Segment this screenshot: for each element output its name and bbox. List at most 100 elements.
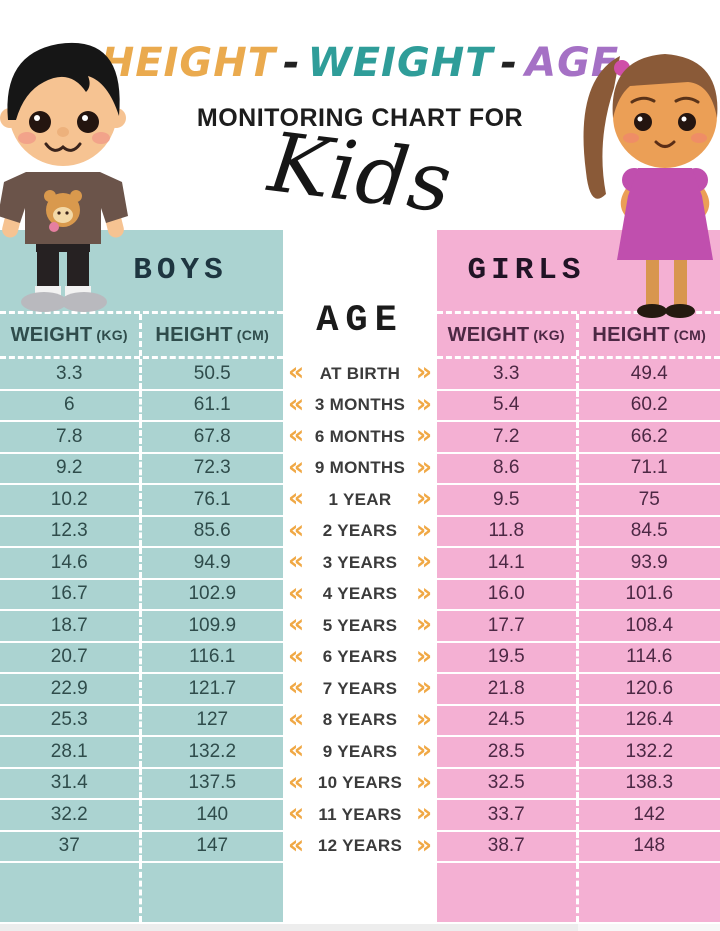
table-row: 3.3 49.4 — [437, 359, 720, 391]
right-chevrons-icon: » — [415, 577, 432, 607]
weight-cell: 3.3 — [0, 359, 142, 389]
age-row: « 8 YEARS » — [283, 705, 437, 737]
left-chevrons-icon: « — [288, 388, 305, 418]
weight-cell: 20.7 — [0, 642, 142, 672]
right-chevrons-icon: » — [415, 829, 432, 859]
age-label: 3 MONTHS — [314, 395, 406, 415]
empty-cell — [579, 863, 720, 922]
height-cell: 116.1 — [189, 646, 236, 668]
table-row: 28.1 132.2 — [0, 737, 283, 769]
age-label: 3 YEARS — [322, 552, 398, 572]
boy-eye-highlight — [82, 115, 88, 121]
right-chevrons-icon: » — [415, 546, 432, 576]
age-rows: « AT BIRTH » « 3 MONTHS » « 6 MONTHS » « 9 MONTHS »… — [283, 358, 437, 862]
title-word-weight: WEIGHT — [307, 40, 494, 86]
right-chevrons-icon: » — [415, 609, 432, 639]
left-chevrons-icon: « — [288, 703, 305, 733]
table-row: 8.6 71.1 — [437, 453, 720, 485]
table-row: 18.7 109.9 — [0, 611, 283, 643]
girls-weight-header-label: WEIGHT — [447, 323, 530, 346]
age-label: 9 YEARS — [322, 741, 398, 761]
girl-ponytail — [583, 56, 620, 199]
girls-height-header: HEIGHT (CM) — [579, 314, 720, 356]
right-chevrons-icon: » — [415, 735, 432, 765]
table-row: 21.8 120.6 — [437, 674, 720, 706]
height-cell: 93.9 — [630, 551, 668, 573]
age-label: 12 YEARS — [317, 836, 403, 856]
weight-cell: 14.1 — [437, 548, 579, 578]
height-cell: 102.9 — [188, 583, 237, 605]
boy-eye — [29, 111, 51, 133]
weight-cell: 31.4 — [0, 768, 142, 798]
table-row: 10.2 76.1 — [0, 485, 283, 517]
weight-cell: 22.9 — [0, 674, 142, 704]
table-row: 14.1 93.9 — [437, 548, 720, 580]
age-row: « 7 YEARS » — [283, 673, 437, 705]
height-cell: 61.1 — [193, 394, 231, 416]
boy-illustration — [0, 42, 128, 312]
table-row: 24.5 126.4 — [437, 705, 720, 737]
boy-hair — [7, 42, 120, 121]
boy-eye — [77, 111, 99, 133]
height-cell: 75 — [638, 488, 660, 510]
girls-weight-header: WEIGHT (KG) — [437, 314, 579, 356]
weight-cell: 16.0 — [437, 579, 579, 609]
weight-cell: 7.8 — [0, 422, 142, 452]
height-cell: 72.3 — [193, 457, 231, 479]
girl-face — [613, 64, 717, 168]
boy-smile — [44, 142, 82, 152]
left-chevrons-icon: « — [288, 546, 305, 576]
age-row: « 9 MONTHS » — [283, 453, 437, 485]
boys-weight-unit: (KG) — [96, 327, 128, 343]
age-row: « 12 YEARS » — [283, 831, 437, 863]
right-chevrons-icon: » — [415, 388, 432, 418]
girls-table-rows: 3.3 49.4 5.4 60.2 7.2 66.2 8.6 71.1 9.5 75 11.8 84.… — [437, 359, 720, 922]
girl-shoe — [665, 304, 695, 318]
bear-heart — [49, 222, 59, 232]
height-cell: 132.2 — [188, 740, 237, 762]
table-row: 31.4 137.5 — [0, 768, 283, 800]
weight-cell: 14.6 — [0, 548, 142, 578]
boys-weight-header-label: WEIGHT — [10, 323, 93, 346]
age-label: 4 YEARS — [322, 584, 398, 604]
age-row: « 5 YEARS » — [283, 610, 437, 642]
girl-smile — [654, 140, 676, 148]
right-chevrons-icon: » — [415, 451, 432, 481]
footer-strip — [0, 924, 578, 931]
table-row: 14.6 94.9 — [0, 548, 283, 580]
height-cell: 142 — [633, 803, 666, 825]
weight-cell: 32.2 — [0, 800, 142, 830]
boy-blush — [92, 132, 110, 144]
girl-bangs — [612, 54, 718, 118]
boys-weight-header: WEIGHT (KG) — [0, 314, 142, 356]
age-row: « AT BIRTH » — [283, 358, 437, 390]
girl-eye — [634, 113, 652, 131]
boys-height-unit: (CM) — [236, 327, 270, 343]
height-cell: 120.6 — [625, 677, 674, 699]
weight-cell: 9.2 — [0, 453, 142, 483]
weight-cell: 32.5 — [437, 768, 579, 798]
boys-height-header: HEIGHT (CM) — [142, 314, 284, 356]
height-cell: 114.6 — [626, 646, 673, 668]
age-label: 8 YEARS — [322, 710, 398, 730]
height-cell: 76.1 — [193, 488, 231, 510]
girl-dress — [617, 168, 713, 260]
weight-cell: 33.7 — [437, 800, 579, 830]
height-cell: 126.4 — [625, 709, 674, 731]
bear-face — [53, 207, 73, 223]
boy-blush — [18, 132, 36, 144]
height-cell: 71.1 — [630, 457, 668, 479]
height-cell: 67.8 — [193, 425, 231, 447]
table-row: 11.8 84.5 — [437, 516, 720, 548]
height-cell: 49.4 — [630, 362, 668, 384]
girls-column-headers: WEIGHT (KG) HEIGHT (CM) — [437, 314, 720, 359]
weight-cell: 37 — [0, 831, 142, 861]
boy-shoe — [61, 292, 107, 312]
boy-leg — [37, 245, 59, 297]
girl-eyebrow — [674, 96, 700, 104]
girls-table-title: GIRLS — [437, 230, 720, 314]
age-label: 11 YEARS — [318, 804, 402, 824]
subtitle: MONITORING CHART FOR — [196, 104, 524, 132]
left-chevrons-icon: « — [288, 798, 305, 828]
